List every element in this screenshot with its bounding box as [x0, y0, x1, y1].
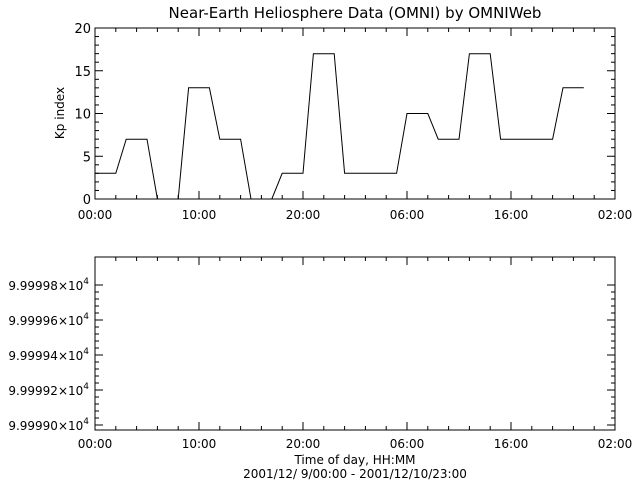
- y-tick-mantissa: 9.99994: [8, 349, 58, 363]
- kp-y-tick-label: 10: [74, 108, 91, 123]
- kp-y-axis-label: Kp index: [53, 87, 67, 139]
- y-tick-mantissa: 9.99996: [8, 314, 58, 328]
- empty-plot-frame: [94, 256, 616, 431]
- empty-x-tick-label: 16:00: [494, 437, 529, 451]
- kp-x-tick-label: 00:00: [78, 208, 113, 222]
- kp-y-tick-label: 0: [83, 193, 91, 208]
- x-axis-label: Time of day, HH:MM: [293, 453, 415, 467]
- empty-x-axis: 00:00 10:00 20:00 06:00 16:00 02:00: [78, 257, 633, 451]
- empty-x-tick-label: 10:00: [182, 437, 217, 451]
- chart-title: Near-Earth Heliosphere Data (OMNI) by OM…: [169, 4, 542, 22]
- y-tick-mantissa: 9.99992: [8, 384, 58, 398]
- empty-x-tick-label: 00:00: [78, 437, 113, 451]
- y-tick-times-ten: ×10: [58, 419, 83, 433]
- empty-y-tick-label: 9.99998×104: [8, 277, 89, 293]
- kp-y-tick-label: 5: [83, 150, 91, 165]
- empty-y-tick-label: 9.99996×104: [8, 312, 89, 328]
- y-tick-times-ten: ×10: [58, 314, 83, 328]
- empty-x-tick-label: 20:00: [286, 437, 321, 451]
- kp-series-line: [95, 53, 584, 200]
- empty-panel: 9.99998×1049.99996×1049.99994×1049.99992…: [8, 256, 633, 451]
- kp-x-tick-label: 10:00: [182, 208, 217, 222]
- kp-y-tick-label: 15: [74, 65, 91, 80]
- y-tick-mantissa: 9.99998: [8, 279, 58, 293]
- kp-y-axis: 0 5 10 15 20: [74, 22, 615, 208]
- empty-y-axis: 9.99998×1049.99996×1049.99994×1049.99992…: [8, 277, 615, 433]
- y-tick-exponent: 4: [83, 277, 89, 287]
- kp-x-tick-label: 02:00: [598, 208, 633, 222]
- date-range-label: 2001/12/ 9/00:00 - 2001/12/10/23:00: [243, 467, 467, 480]
- empty-y-tick-label: 9.99992×104: [8, 382, 89, 398]
- y-tick-exponent: 4: [83, 417, 89, 427]
- kp-x-tick-label: 20:00: [286, 208, 321, 222]
- kp-x-axis: 00:00 10:00 20:00 06:00 16:00 02:00: [78, 28, 633, 222]
- empty-y-tick-label: 9.99994×104: [8, 347, 89, 363]
- y-tick-exponent: 4: [83, 312, 89, 322]
- y-tick-times-ten: ×10: [58, 384, 83, 398]
- y-tick-times-ten: ×10: [58, 279, 83, 293]
- kp-x-tick-label: 06:00: [390, 208, 425, 222]
- y-tick-exponent: 4: [83, 382, 89, 392]
- y-tick-times-ten: ×10: [58, 349, 83, 363]
- kp-y-tick-label: 20: [74, 22, 91, 37]
- kp-x-tick-label: 16:00: [494, 208, 529, 222]
- y-tick-exponent: 4: [83, 347, 89, 357]
- empty-x-tick-label: 02:00: [598, 437, 633, 451]
- empty-y-tick-label: 9.99990×104: [8, 417, 89, 433]
- y-tick-mantissa: 9.99990: [8, 419, 58, 433]
- empty-x-tick-label: 06:00: [390, 437, 425, 451]
